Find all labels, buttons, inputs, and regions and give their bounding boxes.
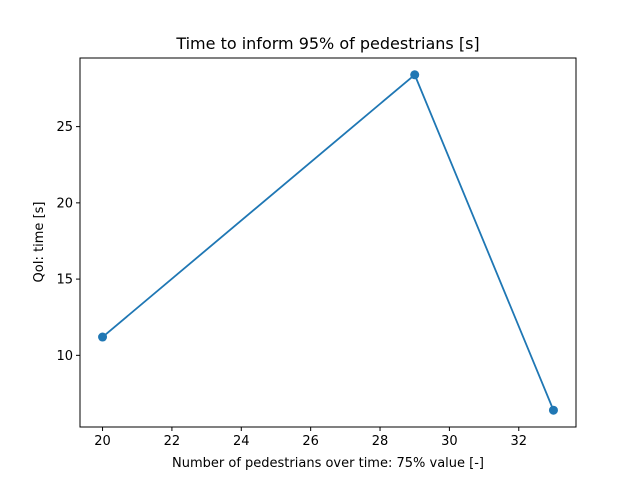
x-tick-label: 26	[302, 434, 319, 449]
x-axis-label: Number of pedestrians over time: 75% val…	[172, 456, 484, 471]
y-tick-label: 25	[56, 120, 73, 135]
data-point	[98, 332, 108, 342]
data-point	[548, 405, 558, 415]
plot-frame	[79, 57, 577, 428]
x-tick-label: 28	[372, 434, 389, 449]
x-tick-label: 20	[94, 434, 111, 449]
chart-title: Time to inform 95% of pedestrians [s]	[175, 34, 479, 53]
y-axis-label: QoI: time [s]	[32, 202, 47, 283]
y-tick-label: 15	[56, 273, 73, 288]
x-axis: 20 22 24 26 28 30 32	[94, 427, 527, 449]
y-axis: 10 15 20 25	[56, 120, 80, 364]
plot-area	[98, 70, 558, 415]
y-tick-label: 10	[56, 349, 73, 364]
x-tick-label: 24	[233, 434, 250, 449]
y-tick-label: 20	[56, 196, 73, 211]
data-point	[410, 70, 420, 80]
series-line	[101, 73, 555, 411]
x-tick-label: 30	[441, 434, 458, 449]
x-tick-label: 32	[510, 434, 527, 449]
x-tick-label: 22	[164, 434, 181, 449]
